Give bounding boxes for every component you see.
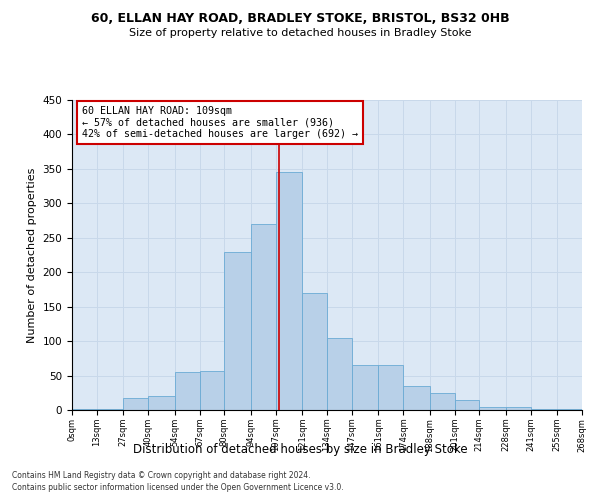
Text: Contains public sector information licensed under the Open Government Licence v3: Contains public sector information licen… [12,484,344,492]
Text: Contains HM Land Registry data © Crown copyright and database right 2024.: Contains HM Land Registry data © Crown c… [12,471,311,480]
Text: Size of property relative to detached houses in Bradley Stoke: Size of property relative to detached ho… [129,28,471,38]
Bar [455,400,479,410]
Bar [479,406,506,410]
Bar [302,293,327,410]
Bar [275,172,302,410]
Text: Distribution of detached houses by size in Bradley Stoke: Distribution of detached houses by size … [133,442,467,456]
Bar [352,365,379,410]
Bar [403,386,430,410]
Bar [430,393,455,410]
Bar [148,396,175,410]
Bar [506,406,530,410]
Bar [224,252,251,410]
Bar [97,408,124,410]
Bar [199,370,224,410]
Text: 60 ELLAN HAY ROAD: 109sqm
← 57% of detached houses are smaller (936)
42% of semi: 60 ELLAN HAY ROAD: 109sqm ← 57% of detac… [82,106,358,140]
Bar [251,224,275,410]
Bar [379,365,403,410]
Y-axis label: Number of detached properties: Number of detached properties [27,168,37,342]
Text: 60, ELLAN HAY ROAD, BRADLEY STOKE, BRISTOL, BS32 0HB: 60, ELLAN HAY ROAD, BRADLEY STOKE, BRIST… [91,12,509,26]
Bar [530,408,557,410]
Bar [124,398,148,410]
Bar [175,372,199,410]
Bar [327,338,352,410]
